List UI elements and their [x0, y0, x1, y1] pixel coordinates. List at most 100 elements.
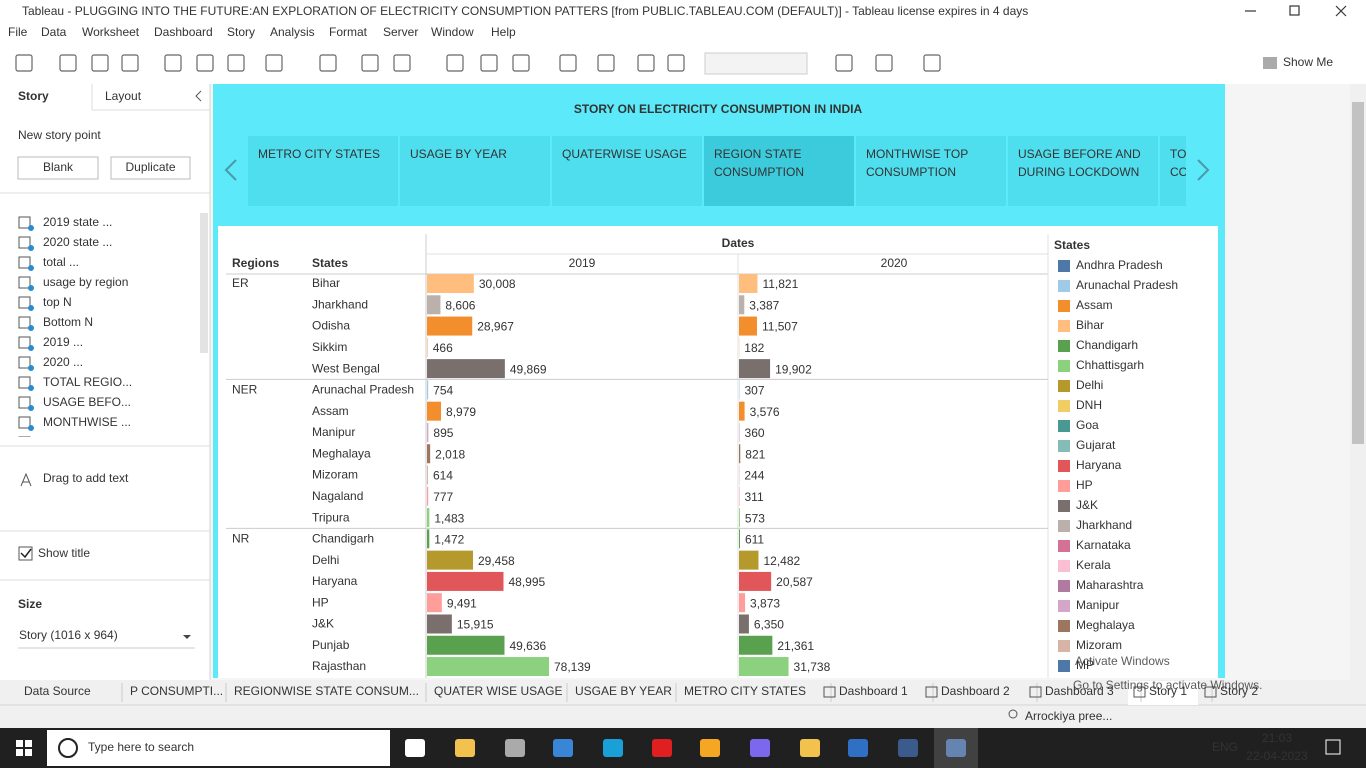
story-point-label[interactable]: QUATERWISE USAGE	[562, 147, 687, 161]
legend-swatch[interactable]	[1058, 280, 1070, 292]
toolbar-icon[interactable]	[265, 54, 283, 72]
menu-item[interactable]: Worksheet	[82, 25, 140, 39]
menu-item[interactable]: Window	[431, 25, 474, 39]
taskbar-app[interactable]	[505, 739, 525, 757]
taskbar-app[interactable]	[455, 739, 475, 757]
story-point-label[interactable]: USAGE BY YEAR	[410, 147, 507, 161]
menu-item[interactable]: Data	[41, 25, 67, 39]
legend-label[interactable]: DNH	[1076, 398, 1102, 412]
taskbar-app[interactable]	[750, 739, 770, 757]
legend-swatch[interactable]	[1058, 400, 1070, 412]
menu-item[interactable]: Server	[383, 25, 418, 39]
legend-label[interactable]: Andhra Pradesh	[1076, 258, 1163, 272]
taskbar-app[interactable]	[553, 739, 573, 757]
sheet-item[interactable]: 2019 state ...	[43, 215, 112, 229]
story-point-label[interactable]: USAGE BEFORE AND	[1018, 147, 1141, 161]
story-button-label[interactable]: Duplicate	[125, 160, 175, 174]
story-point-label[interactable]: CONSUMPTION	[714, 165, 804, 179]
notification-icon[interactable]	[1325, 739, 1341, 755]
legend-swatch[interactable]	[1058, 600, 1070, 612]
toolbar-icon[interactable]	[835, 54, 853, 72]
story-point[interactable]	[552, 136, 702, 206]
story-point-label[interactable]: METRO CITY STATES	[258, 147, 380, 161]
legend-label[interactable]: Chhattisgarh	[1076, 358, 1144, 372]
toolbar-dropdown[interactable]	[704, 52, 808, 75]
toolbar-icon[interactable]	[512, 54, 530, 72]
legend-swatch[interactable]	[1058, 540, 1070, 552]
menu-item[interactable]: Analysis	[270, 25, 315, 39]
taskbar-app[interactable]	[898, 739, 918, 757]
toolbar-icon[interactable]	[393, 54, 411, 72]
legend-label[interactable]: MP	[1076, 658, 1094, 672]
search-box[interactable]	[47, 730, 390, 766]
sheet-tab[interactable]: QUATER WISE USAGE	[434, 684, 562, 698]
size-value[interactable]: Story (1016 x 964)	[19, 628, 118, 642]
sheet-tab[interactable]: Dashboard 2	[941, 684, 1010, 698]
story-prev[interactable]	[224, 159, 237, 181]
legend-label[interactable]: Maharashtra	[1076, 578, 1144, 592]
toolbar-icon[interactable]	[597, 54, 615, 72]
story-point[interactable]	[704, 136, 854, 206]
legend-label[interactable]: Goa	[1076, 418, 1099, 432]
toolbar-icon[interactable]	[480, 54, 498, 72]
sheet-item[interactable]: 2020 state ...	[43, 235, 112, 249]
menu-item[interactable]: File	[8, 25, 28, 39]
sheet-tab[interactable]: Dashboard 3	[1045, 684, 1114, 698]
sheet-item[interactable]: 2019 ...	[43, 335, 83, 349]
legend-label[interactable]: J&K	[1076, 498, 1098, 512]
toolbar-icon[interactable]	[91, 54, 109, 72]
toolbar-icon[interactable]	[319, 54, 337, 72]
legend-swatch[interactable]	[1058, 380, 1070, 392]
legend-swatch[interactable]	[1058, 500, 1070, 512]
menu-item[interactable]: Format	[329, 25, 368, 39]
toolbar-icon[interactable]	[59, 54, 77, 72]
legend-swatch[interactable]	[1058, 320, 1070, 332]
legend-swatch[interactable]	[1058, 520, 1070, 532]
story-point[interactable]	[856, 136, 1006, 206]
sheet-tab[interactable]: Dashboard 1	[839, 684, 908, 698]
story-button[interactable]	[110, 156, 191, 180]
sheet-item[interactable]: top N	[43, 295, 72, 309]
legend-label[interactable]: Bihar	[1076, 318, 1104, 332]
legend-swatch[interactable]	[1058, 440, 1070, 452]
sheet-item[interactable]: USAGE BEFO...	[43, 395, 131, 409]
toolbar-icon[interactable]	[875, 54, 893, 72]
sheet-item[interactable]: total ...	[43, 255, 79, 269]
story-point-label[interactable]: CO	[1170, 165, 1188, 179]
toolbar-icon[interactable]	[667, 54, 685, 72]
sheet-tab[interactable]: METRO CITY STATES	[684, 684, 806, 698]
story-point-label[interactable]: TO	[1170, 147, 1186, 161]
legend-label[interactable]: Assam	[1076, 298, 1113, 312]
legend-label[interactable]: Manipur	[1076, 598, 1119, 612]
sheet-item[interactable]: 2020 ...	[43, 355, 83, 369]
toolbar-icon[interactable]	[227, 54, 245, 72]
legend-swatch[interactable]	[1058, 560, 1070, 572]
story-button[interactable]	[17, 156, 99, 180]
story-point-label[interactable]: REGION STATE	[714, 147, 802, 161]
legend-label[interactable]: Karnataka	[1076, 538, 1131, 552]
taskbar-app[interactable]	[603, 739, 623, 757]
scrollbar-thumb[interactable]	[1352, 102, 1364, 444]
menu-item[interactable]: Story	[227, 25, 255, 39]
show-title[interactable]: Show title	[38, 546, 90, 560]
legend-swatch[interactable]	[1058, 300, 1070, 312]
legend-label[interactable]: Delhi	[1076, 378, 1103, 392]
taskbar-app[interactable]	[700, 739, 720, 757]
story-point-label[interactable]: MONTHWISE TOP	[866, 147, 968, 161]
search-text[interactable]: Type here to search	[88, 740, 194, 754]
legend-swatch[interactable]	[1058, 660, 1070, 672]
legend-swatch[interactable]	[1058, 580, 1070, 592]
legend-swatch[interactable]	[1058, 420, 1070, 432]
legend-swatch[interactable]	[1058, 340, 1070, 352]
clock-time[interactable]: 21:03	[1262, 731, 1292, 745]
story-point-label[interactable]: CONSUMPTION	[866, 165, 956, 179]
menu-item[interactable]: Dashboard	[154, 25, 213, 39]
story-point-label[interactable]: DURING LOCKDOWN	[1018, 165, 1139, 179]
legend-label[interactable]: Mizoram	[1076, 638, 1122, 652]
side-tab[interactable]: Layout	[105, 89, 142, 103]
show-title-checkbox[interactable]	[18, 546, 33, 561]
toolbar-icon[interactable]	[446, 54, 464, 72]
close[interactable]	[1335, 5, 1347, 17]
sheet-tab[interactable]: Story 2	[1220, 684, 1258, 698]
legend-swatch[interactable]	[1058, 260, 1070, 272]
